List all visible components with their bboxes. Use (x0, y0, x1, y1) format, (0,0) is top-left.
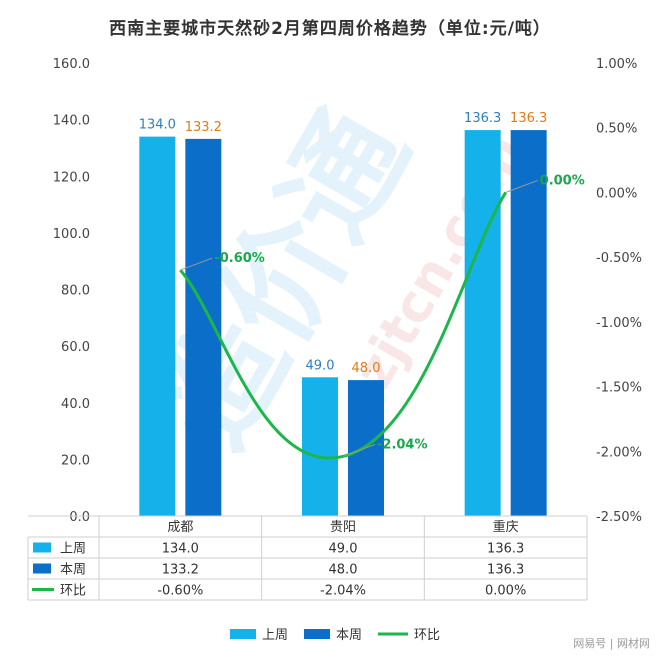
chart-title: 西南主要城市天然砂2月第四周价格趋势（单位:元/吨） (109, 19, 551, 39)
category-label: 贵阳 (330, 520, 356, 535)
right-axis-tick-label: 0.50% (596, 122, 637, 137)
right-axis-tick-label: -1.50% (596, 381, 642, 396)
right-axis-tick-label: 0.00% (596, 186, 637, 201)
right-axis-tick-label: -1.00% (596, 316, 642, 331)
bar-this-week (510, 130, 547, 516)
right-axis-tick-label: -2.50% (596, 510, 642, 525)
line-data-label: 0.00% (540, 173, 585, 188)
line-data-label: -2.04% (377, 437, 428, 452)
legend-label: 本周 (336, 628, 362, 643)
legend-swatch (230, 629, 256, 639)
table-row-label: 上周 (60, 542, 86, 557)
table-row-label: 本周 (60, 563, 86, 578)
left-axis-tick-label: 160.0 (53, 57, 90, 72)
left-axis-tick-label: 100.0 (53, 227, 90, 242)
category-label: 重庆 (493, 519, 519, 535)
legend-label: 环比 (414, 628, 440, 643)
left-axis-tick-label: 140.0 (53, 114, 90, 129)
bar-data-label: 48.0 (352, 361, 381, 376)
category-label: 成都 (167, 520, 193, 535)
table-cell: 133.2 (162, 563, 199, 578)
table-legend-swatch (33, 563, 51, 574)
line-label-leader (180, 257, 213, 271)
table-cell: 136.3 (487, 542, 524, 557)
line-data-label: -0.60% (214, 251, 264, 266)
table-cell: -0.60% (157, 584, 203, 599)
footer-watermark: 网易号 | 网材网 (573, 637, 650, 650)
left-axis-tick-label: 80.0 (61, 284, 90, 299)
table-row-label: 环比 (60, 584, 86, 599)
line-label-leader (342, 443, 376, 457)
line-label-leader (505, 179, 538, 193)
bar-last-week (302, 377, 338, 516)
table-cell: -2.04% (320, 584, 366, 599)
bar-data-label: 136.3 (464, 111, 501, 126)
table-cell: 0.00% (485, 584, 526, 599)
left-axis-tick-label: 120.0 (53, 170, 90, 185)
table-legend-swatch (33, 542, 51, 553)
bar-last-week (464, 130, 501, 516)
left-axis-tick-label: 60.0 (61, 340, 90, 355)
right-axis-tick-label: -2.00% (596, 445, 642, 460)
table-cell: 49.0 (329, 542, 358, 557)
left-axis-tick-label: 20.0 (61, 453, 90, 468)
right-axis-tick-label: -0.50% (596, 251, 642, 266)
watermark-brand: 造价通 (135, 89, 435, 470)
bar-data-label: 133.2 (185, 120, 222, 135)
left-axis-tick-label: 0.0 (69, 510, 90, 525)
legend-swatch (304, 629, 330, 639)
bar-data-label: 136.3 (510, 111, 547, 126)
table-cell: 134.0 (162, 542, 199, 557)
legend-label: 上周 (262, 628, 288, 643)
bar-data-label: 49.0 (306, 358, 335, 373)
bar-last-week (139, 136, 176, 517)
bar-data-label: 134.0 (139, 118, 176, 133)
right-axis-tick-label: 1.00% (596, 57, 637, 72)
left-axis-tick-label: 40.0 (61, 397, 90, 412)
table-cell: 136.3 (487, 563, 524, 578)
table-cell: 48.0 (329, 563, 358, 578)
